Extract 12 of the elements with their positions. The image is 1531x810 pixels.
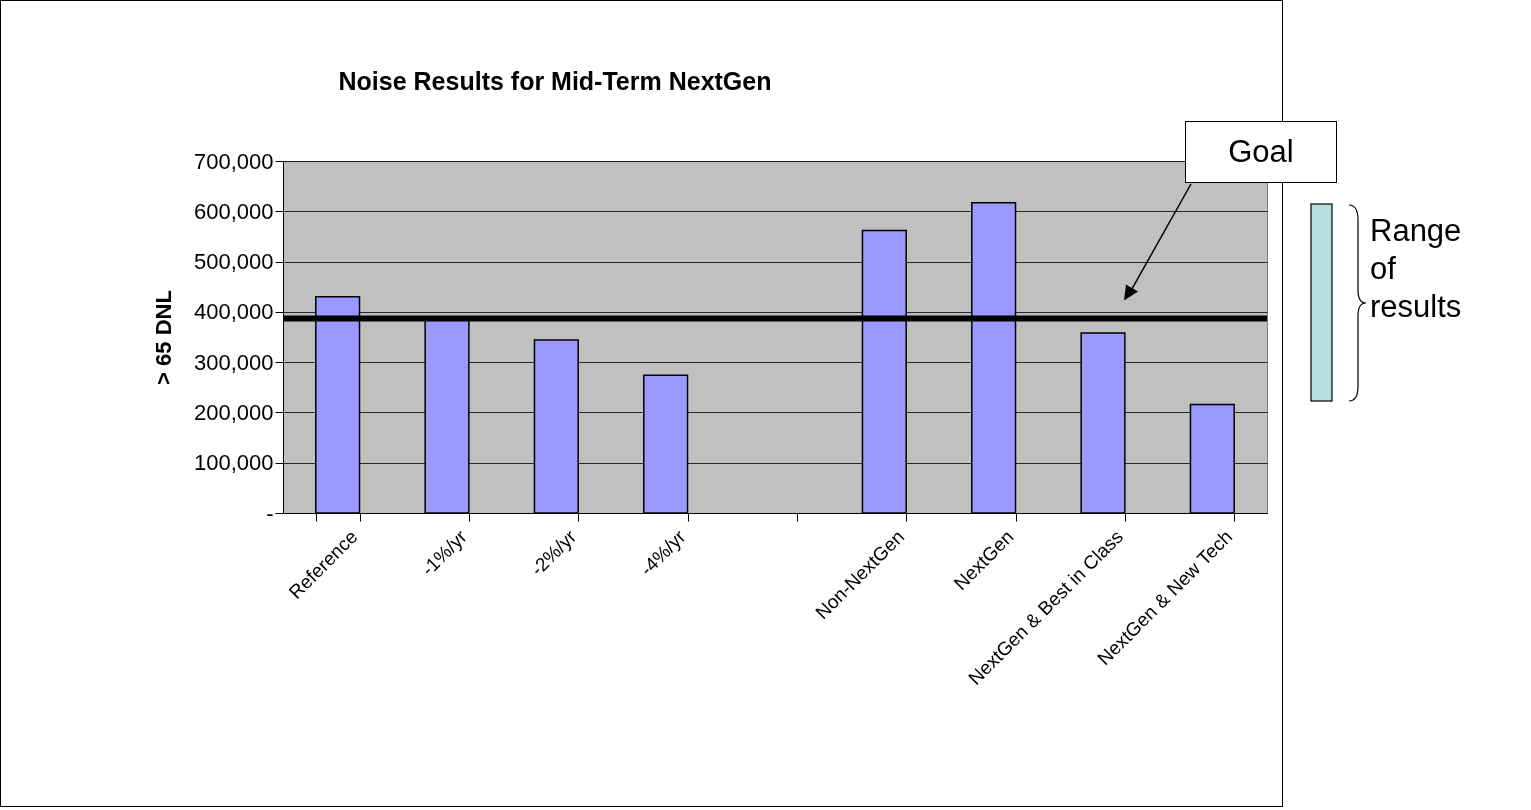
y-tick-label: 100,000: [193, 450, 274, 476]
chart-title: Noise Results for Mid-Term NextGen: [338, 67, 772, 95]
ref-line-label: Goal: [1185, 121, 1337, 183]
y-tick-label: 600,000: [193, 198, 274, 224]
y-tick-label: 200,000: [193, 399, 274, 425]
text: Range of results: [1370, 212, 1463, 326]
y-tick-label: 700,000: [193, 148, 274, 174]
y-axis-title: > 65 DNL: [150, 290, 176, 385]
y-tick-label: 400,000: [193, 299, 274, 325]
y-tick-label: 500,000: [193, 249, 274, 275]
y-tick-label: 300,000: [193, 349, 274, 375]
y-tick-label: -: [266, 500, 274, 526]
